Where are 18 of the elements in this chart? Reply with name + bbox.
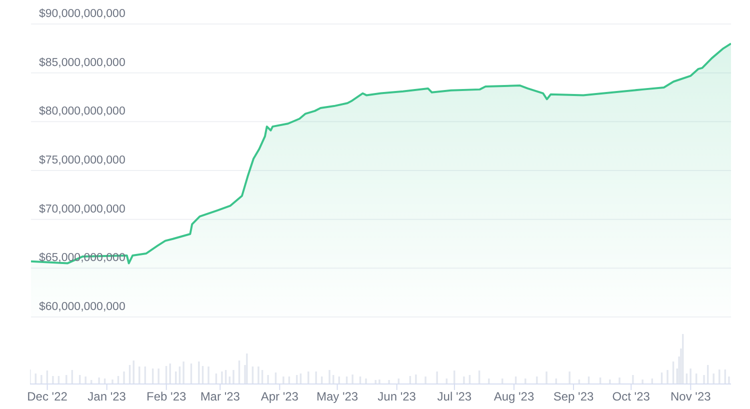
x-tick-label: Oct '23 [612, 390, 650, 404]
x-tick-label: Jan '23 [88, 390, 126, 404]
x-tick-label: Dec '22 [27, 390, 68, 404]
x-tick-label: Feb '23 [146, 390, 187, 404]
y-tick-label: $80,000,000,000 [39, 106, 126, 118]
y-tick-label: $90,000,000,000 [39, 8, 126, 20]
y-tick-label: $60,000,000,000 [39, 301, 126, 313]
x-tick-label: Jul '23 [437, 390, 472, 404]
x-tick-label: Aug '23 [494, 390, 534, 404]
y-tick-label: $75,000,000,000 [39, 154, 126, 166]
x-tick-label: Nov '23 [670, 390, 712, 404]
x-tick-label: Sep '23 [553, 390, 594, 404]
x-tick-label: Mar '23 [200, 390, 240, 404]
x-tick-label: Jun '23 [378, 390, 416, 404]
x-tick-label: Apr '23 [260, 390, 299, 404]
y-tick-label: $85,000,000,000 [39, 56, 126, 69]
x-tick-label: May '23 [316, 390, 358, 404]
y-tick-label: $70,000,000,000 [39, 203, 126, 216]
